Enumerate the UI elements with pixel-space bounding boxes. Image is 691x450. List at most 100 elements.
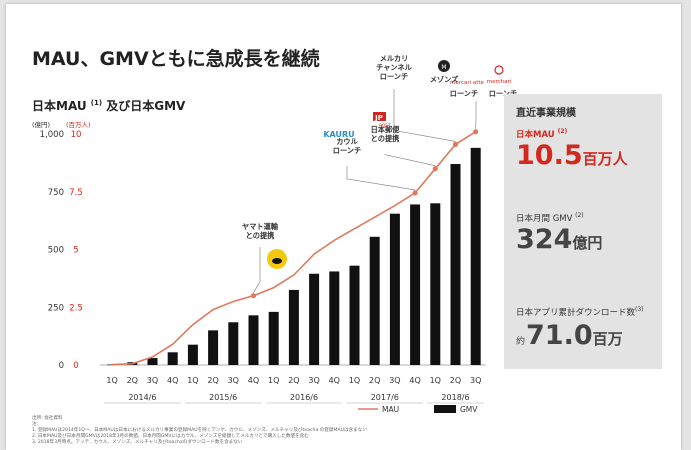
annotation-text: ローンチ <box>489 89 517 98</box>
gmv-bar <box>430 203 441 365</box>
gmv-label-text: 日本月間 GMV <box>516 214 576 224</box>
y-right-tick-label: 10 <box>71 130 82 140</box>
x-tick-label: 4Q <box>329 376 340 385</box>
maisonz-logo-letter: M <box>441 64 446 71</box>
gmv-bar <box>187 344 198 365</box>
y-left-tick-label: 500 <box>48 246 64 256</box>
x-tick-label: 3Q <box>470 376 481 385</box>
maisonz-logo <box>438 60 450 72</box>
annotation-text: 日本郵便 <box>371 125 401 134</box>
subtitle-tail: 及び日本GMV <box>102 99 186 113</box>
yamato-cat-icon <box>272 258 282 264</box>
chart-subtitle: 日本MAU (1) 及び日本GMV <box>32 97 185 114</box>
x-tick-label: 2Q <box>450 376 461 385</box>
x-year-label: 2015/6 <box>209 393 237 402</box>
x-tick-label: 1Q <box>430 376 441 385</box>
gmv-bar <box>268 311 279 365</box>
x-tick-label: 2Q <box>288 376 299 385</box>
footnote-line: 1. 登録MAUは2014年1Q～、日本MAUは日本におけるメルカリ事業の登録M… <box>32 428 367 433</box>
page-title: MAU、GMVともに急成長を継続 <box>32 48 320 70</box>
gmv-number: 324 <box>516 224 573 255</box>
gmv-bar <box>147 358 158 365</box>
x-tick-label: 3Q <box>147 376 158 385</box>
x-tick-label: 3Q <box>228 376 239 385</box>
footnote-line: 出所: 会社資料 <box>32 416 63 421</box>
gmv-bar <box>228 322 239 365</box>
gmv-bar <box>410 204 421 365</box>
y-right-unit-label: (百万人) <box>66 121 91 129</box>
legend-gmv-swatch <box>434 405 456 413</box>
mau-number: 10.5 <box>516 140 583 171</box>
annotation-text: ローンチ <box>450 89 478 98</box>
gmv-bar <box>369 236 380 365</box>
footnote-line: 注: <box>32 422 39 427</box>
annotation-text: との提携 <box>371 134 400 143</box>
annotation-text: ヤマト運輸 <box>242 222 279 231</box>
gmv-footnote-ref: (2) <box>575 212 584 220</box>
y-left-tick-label: 0 <box>59 361 64 371</box>
footnotes: 出所: 会社資料 注: 1. 登録MAUは2014年1Q～、日本MAUは日本にお… <box>32 416 367 446</box>
annotation-text: ローンチ <box>380 72 408 81</box>
gmv-bar <box>167 352 178 365</box>
y-left-tick-label: 750 <box>48 188 64 198</box>
mau-gmv-chart: (億円) (百万人) 0 250 500 750 1,000 0 2.5 5 7.5 10 1Q 2Q 3Q… <box>32 54 517 414</box>
panel-heading: 直近事業規模 <box>516 108 576 119</box>
mau-value: 10.5百万人 <box>516 140 628 171</box>
jp-post-logo-letters: JP <box>374 114 383 122</box>
downloads-number: 71.0 <box>526 320 593 351</box>
x-tick-label: 2Q <box>207 376 218 385</box>
annotation-text: カウル <box>336 137 358 146</box>
gmv-bar <box>349 265 360 365</box>
gmv-bar <box>329 271 340 365</box>
y-left-unit-label: (億円) <box>32 120 50 129</box>
x-tick-label: 3Q <box>389 376 400 385</box>
gmv-unit: 億円 <box>572 234 603 252</box>
gmv-bar <box>470 147 481 365</box>
slide: MAU、GMVともに急成長を継続 日本MAU (1) 及び日本GMV (億円) (… <box>6 4 681 450</box>
downloads-prefix: 約 <box>516 337 526 347</box>
annotation-leader <box>393 89 456 142</box>
x-year-label: 2014/6 <box>128 393 156 402</box>
annotation-text: チャンネル <box>376 63 413 72</box>
legend-gmv-label: GMV <box>460 405 478 414</box>
mau-unit: 百万人 <box>582 150 628 168</box>
gmv-value: 324億円 <box>516 224 602 255</box>
x-tick-label: 4Q <box>167 376 178 385</box>
gmv-bar <box>107 364 118 366</box>
mau-marker <box>250 293 257 299</box>
y-left-tick-label: 250 <box>48 303 64 313</box>
downloads-value: 約71.0百万 <box>516 320 623 351</box>
annotation-leader <box>346 166 416 191</box>
merchari-logo <box>494 65 504 75</box>
y-left-tick-label: 1,000 <box>40 130 64 140</box>
x-tick-label: 1Q <box>106 376 117 385</box>
recent-scale-panel: 直近事業規模 日本MAU (2) 10.5百万人 日本月間 GMV (2) 32… <box>504 94 662 369</box>
y-right-tick-label: 5 <box>73 246 78 256</box>
x-year-label: 2016/6 <box>290 393 318 402</box>
mau-marker <box>473 129 479 135</box>
legend-mau-label: MAU <box>382 405 399 414</box>
atte-logo: mercari atte <box>450 80 484 86</box>
gmv-bar <box>450 164 461 365</box>
gmv-bar <box>389 213 400 365</box>
x-year-label: 2018/6 <box>441 393 469 402</box>
gmv-label: 日本月間 GMV (2) <box>516 212 584 224</box>
mau-footnote-ref: (2) <box>557 128 568 136</box>
gmv-bar <box>309 273 320 365</box>
annotation-text: メゾンズ <box>430 75 459 84</box>
y-right-tick-label: 7.5 <box>69 188 83 198</box>
mau-label-text: 日本MAU <box>516 130 558 140</box>
gmv-bar <box>288 289 299 365</box>
mau-label: 日本MAU (2) <box>516 128 567 140</box>
gmv-bar <box>248 315 259 365</box>
jp-post-logo <box>373 112 386 121</box>
gmv-bar <box>208 330 219 365</box>
downloads-label: 日本アプリ累計ダウンロード数(3) <box>516 306 644 318</box>
x-tick-label: 1Q <box>187 376 198 385</box>
subtitle-footnote-ref: (1) <box>90 99 103 107</box>
annotation-leader <box>253 247 261 293</box>
jp-post-logo-word: POST <box>379 123 391 129</box>
y-right-tick-label: 2.5 <box>69 303 83 313</box>
footnote-line: 2. 日本MAU及び日本月間GMVは2018年3月の数値。日本月間GMVにはカウ… <box>32 434 309 439</box>
x-tick-label: 3Q <box>308 376 319 385</box>
